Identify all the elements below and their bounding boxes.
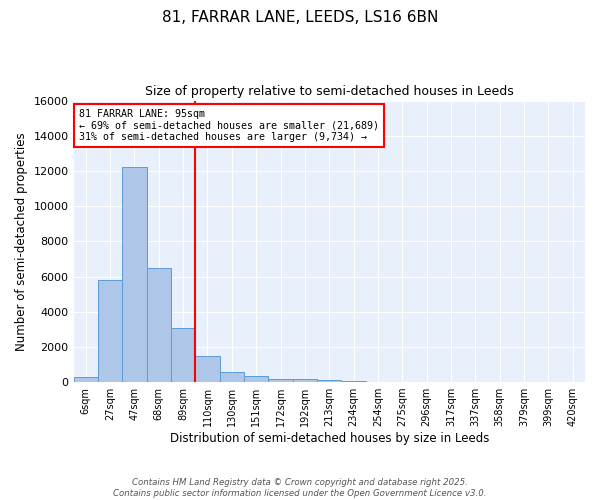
- Bar: [341, 381, 366, 382]
- X-axis label: Distribution of semi-detached houses by size in Leeds: Distribution of semi-detached houses by …: [170, 432, 489, 445]
- Bar: [293, 380, 317, 382]
- Bar: [122, 168, 146, 382]
- Bar: [244, 376, 268, 382]
- Text: 81 FARRAR LANE: 95sqm
← 69% of semi-detached houses are smaller (21,689)
31% of : 81 FARRAR LANE: 95sqm ← 69% of semi-deta…: [79, 109, 379, 142]
- Bar: [146, 268, 171, 382]
- Text: 81, FARRAR LANE, LEEDS, LS16 6BN: 81, FARRAR LANE, LEEDS, LS16 6BN: [162, 10, 438, 25]
- Y-axis label: Number of semi-detached properties: Number of semi-detached properties: [15, 132, 28, 350]
- Bar: [220, 372, 244, 382]
- Bar: [317, 380, 341, 382]
- Bar: [171, 328, 196, 382]
- Bar: [196, 356, 220, 382]
- Bar: [74, 377, 98, 382]
- Bar: [98, 280, 122, 382]
- Title: Size of property relative to semi-detached houses in Leeds: Size of property relative to semi-detach…: [145, 85, 514, 98]
- Bar: [268, 378, 293, 382]
- Text: Contains HM Land Registry data © Crown copyright and database right 2025.
Contai: Contains HM Land Registry data © Crown c…: [113, 478, 487, 498]
